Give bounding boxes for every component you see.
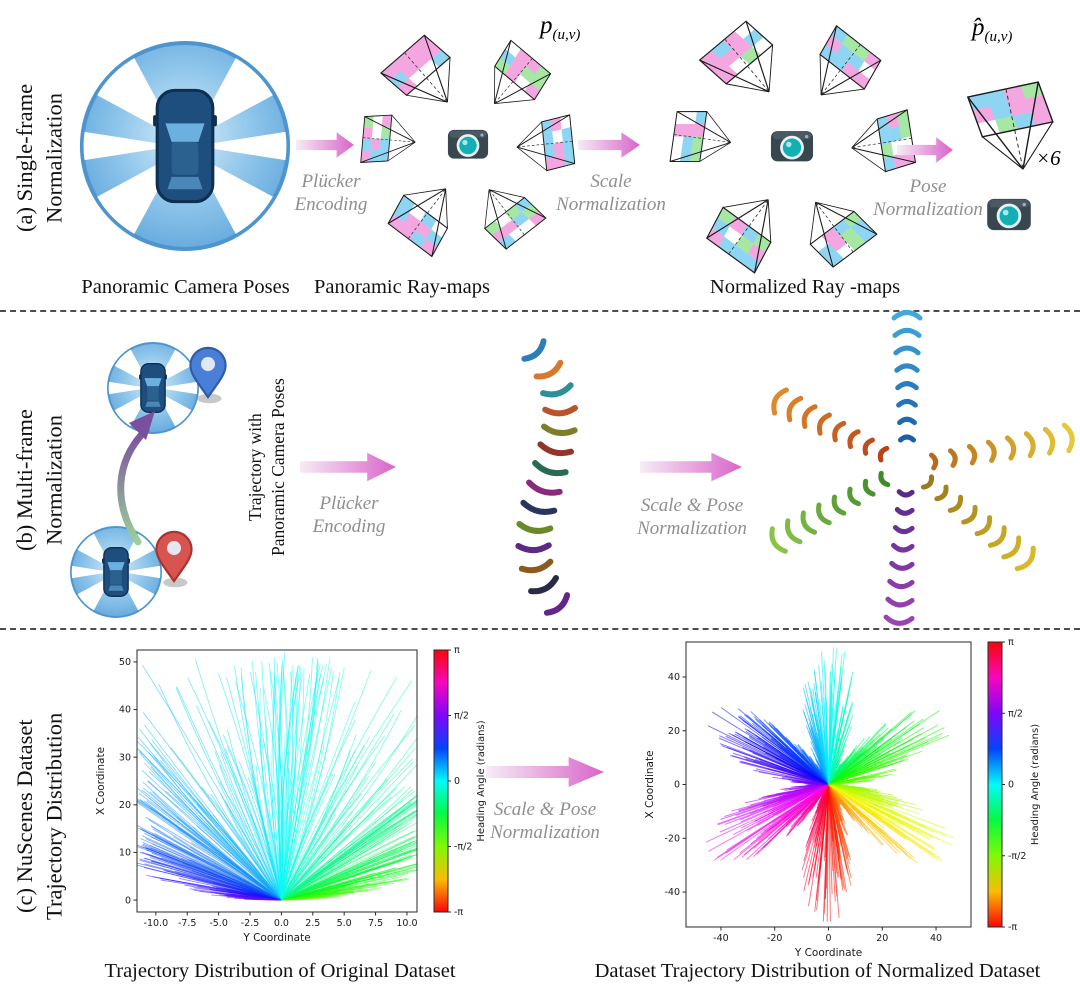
separator-a-b (0, 310, 1080, 312)
arrow-a2-line2: Normalization (556, 194, 666, 216)
svg-text:π: π (454, 645, 460, 656)
svg-text:10: 10 (119, 848, 131, 859)
svg-text:Y Coordinate: Y Coordinate (794, 947, 862, 959)
normalized-trajectory-star-illustration (769, 310, 1075, 626)
svg-text:20: 20 (119, 800, 131, 811)
row-b-side-label-line1: (b) Multi-frame (12, 409, 37, 551)
svg-text:0: 0 (1008, 780, 1014, 791)
arrow-pose-normalization-label: Pose Normalization (866, 175, 990, 221)
normalized-trajectory-distribution-plot: -40 -20 0 20 40 -40 -20 0 20 40 Y Coordinate X Coor… (644, 637, 1041, 959)
row-c-side-label-line2: Trajectory Distribution (41, 712, 67, 920)
svg-text:-10.0: -10.0 (144, 918, 169, 929)
arrow-b2-line2: Normalization (637, 518, 747, 540)
svg-text:0.0: 0.0 (274, 918, 289, 929)
trajectory-with-poses-label: Trajectory with Panoramic Camera Poses (244, 352, 290, 582)
row-c-side-label: (c) NuScenes Dataset Trajectory Distribu… (10, 648, 69, 984)
caption-original-distribution: Trajectory Distribution of Original Data… (104, 960, 456, 982)
row-c-side-label-line1: (c) NuScenes Dataset (12, 719, 37, 913)
arrow-plucker-encoding-a-label: Plücker Encoding (276, 170, 386, 216)
svg-text:π/2: π/2 (1008, 708, 1023, 719)
svg-text:5.0: 5.0 (337, 918, 352, 929)
svg-text:-7.5: -7.5 (178, 918, 197, 929)
arrow-scale-normalization (578, 132, 640, 158)
svg-text:-5.0: -5.0 (209, 918, 228, 929)
svg-text:50: 50 (119, 657, 131, 668)
raymap-math-base: p (540, 12, 553, 39)
svg-text:π: π (1008, 637, 1014, 648)
arrow-scale-pose-normalization-b (640, 452, 742, 482)
svg-text:-40: -40 (713, 933, 729, 944)
separator-b-c (0, 628, 1080, 630)
arrow-b1-line2: Encoding (312, 516, 386, 538)
arrow-scale-pose-normalization-b-label: Scale & Pose Normalization (628, 494, 756, 540)
arrow-a2-line1: Scale (590, 171, 632, 192)
raymap-math-label: p(u,v) (540, 12, 580, 44)
arrow-a1-line1: Plücker (301, 171, 361, 192)
svg-text:0: 0 (674, 780, 680, 791)
svg-text:0: 0 (454, 776, 460, 787)
single-normalized-frustum-illustration (966, 81, 1054, 232)
caption-panoramic-camera-poses: Panoramic Camera Poses (81, 276, 290, 298)
svg-text:-π: -π (1008, 922, 1017, 933)
svg-text:40: 40 (930, 933, 942, 944)
svg-text:X Coordinate: X Coordinate (95, 747, 107, 815)
normalized-math-sub: (u,v) (984, 29, 1013, 45)
panoramic-raymaps-illustration (360, 34, 576, 258)
caption-normalized-distribution: Dataset Trajectory Distribution of Norma… (594, 960, 1041, 982)
panoramic-camera-poses-illustration (79, 40, 291, 252)
arrow-plucker-encoding-b-label: Plücker Encoding (294, 492, 404, 538)
caption-panoramic-raymaps: Panoramic Ray-maps (314, 276, 490, 298)
svg-text:Heading Angle (radians): Heading Angle (radians) (1030, 724, 1041, 845)
svg-text:π/2: π/2 (454, 711, 469, 722)
arrow-plucker-encoding-a (296, 132, 354, 158)
svg-text:40: 40 (668, 672, 680, 683)
arrow-b1-line1: Plücker (319, 493, 379, 514)
raymap-math-sub: (u,v) (552, 27, 581, 43)
svg-text:-π/2: -π/2 (454, 842, 472, 853)
arrow-plucker-encoding-b (300, 452, 396, 482)
trajectory-with-poses-illustration (70, 342, 227, 618)
encoded-trajectory-illustration (515, 338, 578, 616)
svg-text:40: 40 (119, 705, 131, 716)
arrow-a1-line2: Encoding (294, 194, 368, 216)
row-a-side-label-line1: (a) Single-frame (12, 83, 37, 233)
svg-text:Heading Angle (radians): Heading Angle (radians) (476, 720, 487, 841)
svg-text:0: 0 (825, 933, 831, 944)
scale-normalized-raymaps-illustration (669, 20, 917, 274)
svg-text:20: 20 (876, 933, 888, 944)
svg-text:Y Coordinate: Y Coordinate (242, 932, 310, 944)
row-a-side-label: (a) Single-frame Normalization (10, 22, 69, 294)
arrow-a3-line2: Normalization (873, 199, 983, 221)
svg-text:X Coordinate: X Coordinate (644, 750, 656, 818)
arrow-scale-normalization-label: Scale Normalization (544, 170, 678, 216)
svg-text:10.0: 10.0 (396, 918, 417, 929)
svg-text:2.5: 2.5 (305, 918, 320, 929)
svg-text:-20: -20 (664, 833, 680, 844)
original-trajectory-distribution-plot: -10.0 -7.5 -5.0 -2.5 0.0 2.5 5.0 7.5 10.0 0 10 20 30… (95, 645, 487, 944)
arrow-c-line1: Scale & Pose (493, 799, 597, 820)
traj-label-line2: Panoramic Camera Poses (267, 378, 288, 556)
arrow-scale-pose-normalization-c-label: Scale & Pose Normalization (478, 798, 612, 844)
svg-text:7.5: 7.5 (368, 918, 383, 929)
svg-text:20: 20 (668, 726, 680, 737)
row-a-side-label-line2: Normalization (41, 93, 67, 223)
normalized-math-label: p̂(u,v) (972, 14, 1012, 46)
arrow-scale-pose-normalization-c (486, 757, 604, 787)
svg-text:-π: -π (454, 907, 463, 918)
arrow-b2-line1: Scale & Pose (640, 495, 744, 516)
svg-text:-2.5: -2.5 (241, 918, 260, 929)
traj-label-line1: Trajectory with (245, 413, 265, 521)
caption-normalized-raymaps: Normalized Ray -maps (709, 276, 901, 298)
svg-text:-20: -20 (767, 933, 783, 944)
normalized-math-base: p̂ (972, 14, 985, 41)
multiplicity-label: ×6 (1036, 146, 1061, 170)
svg-text:-π/2: -π/2 (1008, 851, 1026, 862)
svg-text:30: 30 (119, 752, 131, 763)
arrow-c-line2: Normalization (490, 822, 600, 844)
svg-text:0: 0 (125, 895, 131, 906)
arrow-a3-line1: Pose (909, 176, 947, 197)
arrow-pose-normalization (897, 137, 953, 163)
svg-text:-40: -40 (664, 887, 680, 898)
